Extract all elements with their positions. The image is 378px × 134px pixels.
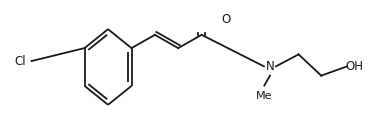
Text: Me: Me — [256, 91, 273, 101]
Text: Cl: Cl — [14, 55, 26, 68]
Text: N: N — [266, 60, 274, 73]
Text: OH: OH — [346, 60, 364, 73]
Text: O: O — [221, 13, 231, 26]
